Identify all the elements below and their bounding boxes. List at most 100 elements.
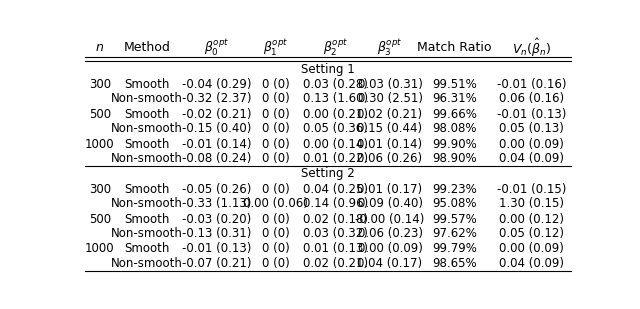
Text: 0.05 (0.13): 0.05 (0.13) xyxy=(499,122,564,135)
Text: 99.57%: 99.57% xyxy=(432,213,477,226)
Text: -0.15 (0.40): -0.15 (0.40) xyxy=(182,122,251,135)
Text: 0 (0): 0 (0) xyxy=(262,227,290,240)
Text: $\beta_1^{opt}$: $\beta_1^{opt}$ xyxy=(263,37,289,58)
Text: 0.04 (0.09): 0.04 (0.09) xyxy=(499,152,564,165)
Text: -0.32 (2.37): -0.32 (2.37) xyxy=(182,92,251,105)
Text: 0.09 (0.40): 0.09 (0.40) xyxy=(358,197,422,210)
Text: 99.79%: 99.79% xyxy=(432,242,477,255)
Text: 300: 300 xyxy=(89,78,111,91)
Text: 98.90%: 98.90% xyxy=(432,152,477,165)
Text: 0.04 (0.09): 0.04 (0.09) xyxy=(499,256,564,270)
Text: 0.14 (0.96): 0.14 (0.96) xyxy=(303,197,368,210)
Text: Smooth: Smooth xyxy=(124,183,170,196)
Text: 0 (0): 0 (0) xyxy=(262,183,290,196)
Text: Non-smooth: Non-smooth xyxy=(111,92,183,105)
Text: 97.62%: 97.62% xyxy=(432,227,477,240)
Text: 0.00 (0.09): 0.00 (0.09) xyxy=(499,242,564,255)
Text: -0.04 (0.29): -0.04 (0.29) xyxy=(182,78,251,91)
Text: 1000: 1000 xyxy=(85,138,115,151)
Text: Match Ratio: Match Ratio xyxy=(417,41,492,54)
Text: 99.66%: 99.66% xyxy=(432,108,477,121)
Text: 500: 500 xyxy=(89,108,111,121)
Text: 500: 500 xyxy=(89,213,111,226)
Text: 0.00 (0.06): 0.00 (0.06) xyxy=(243,197,308,210)
Text: 0.03 (0.31): 0.03 (0.31) xyxy=(358,78,422,91)
Text: 0 (0): 0 (0) xyxy=(262,242,290,255)
Text: 0.13 (1.60): 0.13 (1.60) xyxy=(303,92,368,105)
Text: 0.02 (0.21): 0.02 (0.21) xyxy=(357,108,422,121)
Text: 0 (0): 0 (0) xyxy=(262,122,290,135)
Text: -0.01 (0.13): -0.01 (0.13) xyxy=(182,242,251,255)
Text: 0.01 (0.17): 0.01 (0.17) xyxy=(357,183,422,196)
Text: -0.01 (0.15): -0.01 (0.15) xyxy=(497,183,566,196)
Text: 0.00 (0.21): 0.00 (0.21) xyxy=(303,108,368,121)
Text: 0 (0): 0 (0) xyxy=(262,138,290,151)
Text: Non-smooth: Non-smooth xyxy=(111,152,183,165)
Text: 0.05 (0.36): 0.05 (0.36) xyxy=(303,122,368,135)
Text: 0.04 (0.25): 0.04 (0.25) xyxy=(303,183,368,196)
Text: 0.01 (0.13): 0.01 (0.13) xyxy=(303,242,368,255)
Text: 0.00 (0.12): 0.00 (0.12) xyxy=(499,213,564,226)
Text: 0.06 (0.26): 0.06 (0.26) xyxy=(357,152,422,165)
Text: 0 (0): 0 (0) xyxy=(262,78,290,91)
Text: $\beta_2^{opt}$: $\beta_2^{opt}$ xyxy=(323,37,348,58)
Text: 98.08%: 98.08% xyxy=(432,122,477,135)
Text: 0.03 (0.28): 0.03 (0.28) xyxy=(303,78,368,91)
Text: -0.13 (0.31): -0.13 (0.31) xyxy=(182,227,251,240)
Text: 0.02 (0.21): 0.02 (0.21) xyxy=(303,256,368,270)
Text: 99.90%: 99.90% xyxy=(432,138,477,151)
Text: 300: 300 xyxy=(89,183,111,196)
Text: 0.00 (0.09): 0.00 (0.09) xyxy=(499,138,564,151)
Text: 99.51%: 99.51% xyxy=(432,78,477,91)
Text: -0.02 (0.21): -0.02 (0.21) xyxy=(182,108,251,121)
Text: -0.05 (0.26): -0.05 (0.26) xyxy=(182,183,251,196)
Text: Smooth: Smooth xyxy=(124,242,170,255)
Text: Smooth: Smooth xyxy=(124,138,170,151)
Text: 1000: 1000 xyxy=(85,242,115,255)
Text: 99.23%: 99.23% xyxy=(432,183,477,196)
Text: Non-smooth: Non-smooth xyxy=(111,227,183,240)
Text: -0.08 (0.24): -0.08 (0.24) xyxy=(182,152,251,165)
Text: 0 (0): 0 (0) xyxy=(262,256,290,270)
Text: -0.03 (0.20): -0.03 (0.20) xyxy=(182,213,251,226)
Text: 98.65%: 98.65% xyxy=(432,256,477,270)
Text: 96.31%: 96.31% xyxy=(432,92,477,105)
Text: Smooth: Smooth xyxy=(124,108,170,121)
Text: -0.00 (0.14): -0.00 (0.14) xyxy=(355,213,425,226)
Text: 0 (0): 0 (0) xyxy=(262,108,290,121)
Text: 0.06 (0.23): 0.06 (0.23) xyxy=(358,227,422,240)
Text: -0.33 (1.13): -0.33 (1.13) xyxy=(182,197,251,210)
Text: Setting 1: Setting 1 xyxy=(301,63,355,76)
Text: -0.01 (0.16): -0.01 (0.16) xyxy=(497,78,566,91)
Text: 0 (0): 0 (0) xyxy=(262,213,290,226)
Text: 0.03 (0.32): 0.03 (0.32) xyxy=(303,227,368,240)
Text: 0.01 (0.14): 0.01 (0.14) xyxy=(357,138,422,151)
Text: Smooth: Smooth xyxy=(124,78,170,91)
Text: 0.30 (2.51): 0.30 (2.51) xyxy=(358,92,422,105)
Text: Non-smooth: Non-smooth xyxy=(111,122,183,135)
Text: 95.08%: 95.08% xyxy=(432,197,477,210)
Text: Smooth: Smooth xyxy=(124,213,170,226)
Text: $V_n(\hat{\beta}_n)$: $V_n(\hat{\beta}_n)$ xyxy=(512,37,551,59)
Text: -0.07 (0.21): -0.07 (0.21) xyxy=(182,256,251,270)
Text: 0.04 (0.17): 0.04 (0.17) xyxy=(357,256,422,270)
Text: 1.30 (0.15): 1.30 (0.15) xyxy=(499,197,564,210)
Text: 0.05 (0.12): 0.05 (0.12) xyxy=(499,227,564,240)
Text: Method: Method xyxy=(124,41,170,54)
Text: $\beta_3^{opt}$: $\beta_3^{opt}$ xyxy=(377,37,403,58)
Text: Non-smooth: Non-smooth xyxy=(111,197,183,210)
Text: 0.00 (0.14): 0.00 (0.14) xyxy=(303,138,368,151)
Text: 0.02 (0.18): 0.02 (0.18) xyxy=(303,213,368,226)
Text: 0.15 (0.44): 0.15 (0.44) xyxy=(357,122,422,135)
Text: 0.06 (0.16): 0.06 (0.16) xyxy=(499,92,564,105)
Text: $n$: $n$ xyxy=(95,41,104,54)
Text: $\beta_0^{opt}$: $\beta_0^{opt}$ xyxy=(204,37,229,58)
Text: Setting 2: Setting 2 xyxy=(301,167,355,180)
Text: 0.01 (0.22): 0.01 (0.22) xyxy=(303,152,368,165)
Text: Non-smooth: Non-smooth xyxy=(111,256,183,270)
Text: 0.00 (0.09): 0.00 (0.09) xyxy=(358,242,422,255)
Text: -0.01 (0.14): -0.01 (0.14) xyxy=(182,138,251,151)
Text: 0 (0): 0 (0) xyxy=(262,152,290,165)
Text: -0.01 (0.13): -0.01 (0.13) xyxy=(497,108,566,121)
Text: 0 (0): 0 (0) xyxy=(262,92,290,105)
